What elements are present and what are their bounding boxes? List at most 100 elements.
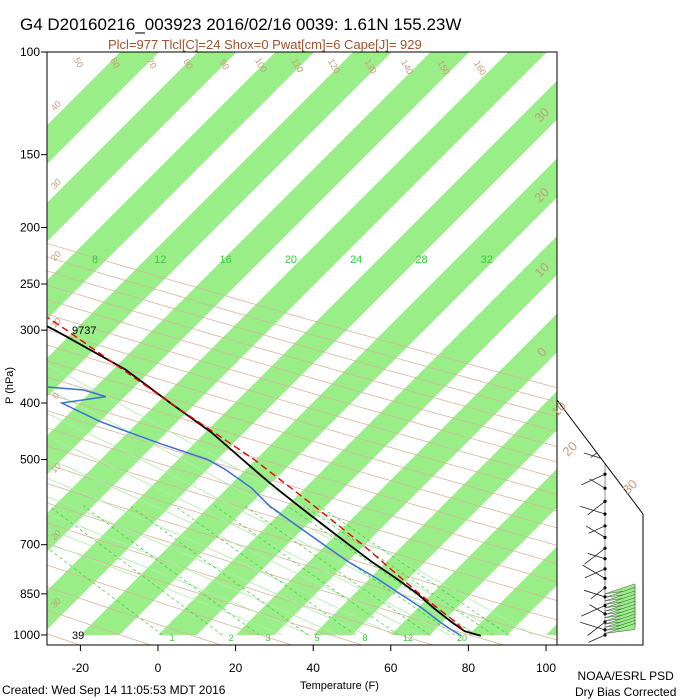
moist-adiabat — [47, 496, 367, 636]
plot-frame — [41, 51, 644, 651]
dry-adiabat-label: 70 — [145, 57, 159, 71]
wind-barb — [580, 621, 606, 631]
mixing-ratio-line — [174, 505, 356, 636]
isotherm-label: 20 — [559, 438, 580, 459]
credit-block: NOAA/ESRL PSD Dry Bias Corrected — [575, 668, 676, 700]
dry-adiabat — [47, 376, 557, 529]
x-tick-label: 40 — [307, 661, 321, 675]
dry-adiabat — [47, 284, 557, 432]
y-tick-label: 850 — [20, 587, 40, 601]
mixing-ratio-label-lower: 3 — [265, 633, 270, 643]
y-tick-label: 700 — [20, 538, 40, 552]
wind-barb — [587, 501, 606, 516]
y-tick-label: 300 — [20, 323, 40, 337]
wind-barb-flag — [604, 600, 636, 612]
height-label: 9737 — [72, 325, 96, 337]
wind-barb-dot — [603, 385, 607, 389]
chart-subtitle: Plcl=977 Tlcl[C]=24 Shox=0 Pwat[cm]=6 Ca… — [108, 37, 422, 52]
dry-adiabat-label: 90 — [218, 58, 232, 72]
temperature-line — [47, 325, 482, 637]
wind-barb-dot — [603, 306, 607, 310]
mixing-ratio-label: 32 — [481, 254, 493, 266]
mixing-ratio-line — [318, 505, 510, 636]
moist-adiabat — [47, 412, 478, 636]
isotherm-band — [47, 80, 557, 630]
mixing-ratio-label-lower: 20 — [457, 633, 467, 643]
chart-title: G4 D20160216_003923 2016/02/16 0039: 1.6… — [20, 15, 462, 34]
dry-adiabat — [0, 52, 16, 647]
wind-barb-flag — [604, 597, 636, 608]
y-tick-label: 150 — [20, 148, 40, 162]
y-tick-label: 200 — [20, 221, 40, 235]
x-axis-label: Temperature (F) — [300, 680, 379, 692]
y-tick-label: 1000 — [13, 628, 40, 642]
y-tick-label: 500 — [20, 452, 40, 466]
moist-adiabat — [47, 477, 395, 636]
dry-adiabat — [47, 502, 505, 645]
dry-adiabat — [47, 410, 557, 564]
mixing-ratio-label: 28 — [415, 254, 427, 266]
wind-barb — [587, 397, 606, 404]
dry-adiabat — [47, 586, 223, 645]
wind-barb-flag — [604, 607, 636, 618]
mixing-ratio-label-lower: 12 — [403, 633, 413, 643]
wind-barb-dot — [603, 328, 607, 332]
dry-adiabat — [47, 393, 557, 546]
isotherm-band — [47, 52, 237, 242]
wind-barb — [583, 452, 606, 460]
wind-barb-flag — [604, 623, 636, 634]
x-tick-label: 20 — [229, 661, 243, 675]
wind-barb — [589, 274, 606, 285]
wind-barb — [588, 525, 606, 534]
wind-barb-dot — [603, 225, 607, 230]
isotherm-band — [313, 391, 557, 635]
barb-panel-border — [556, 399, 644, 646]
moist-adiabat — [47, 435, 450, 636]
wind-barb — [580, 322, 606, 331]
wind-barb-dot — [603, 401, 607, 405]
dry-adiabat — [47, 463, 557, 621]
wind-barb — [585, 357, 606, 370]
wind-barb — [585, 525, 606, 538]
wind-barb — [587, 553, 606, 560]
plot-border — [46, 51, 558, 646]
wind-barb — [583, 589, 606, 598]
wind-barb-dot — [603, 52, 607, 54]
wind-barb-dot — [603, 431, 607, 435]
height-label: 39 — [72, 630, 84, 642]
y-tick-label: 100 — [20, 45, 40, 59]
dry-adiabat — [47, 543, 364, 645]
moist-adiabat — [47, 457, 422, 636]
moist-adiabat — [47, 528, 311, 636]
wind-barb-flag — [604, 604, 636, 615]
dry-adiabat — [47, 445, 557, 601]
isotherm-band — [158, 236, 557, 635]
isotherm-band — [624, 0, 700, 635]
mixing-ratio-label: 20 — [285, 254, 297, 266]
dry-adiabat-label: 50 — [72, 56, 86, 70]
mixing-ratio-line — [129, 505, 309, 636]
wind-barb-dot — [603, 255, 607, 259]
mixing-ratio-label: 8 — [92, 254, 98, 266]
wind-barb — [584, 568, 606, 579]
mixing-ratio-label-lower: 8 — [362, 633, 367, 643]
x-tick-label: 80 — [462, 661, 476, 675]
left-edge-label: 0 — [51, 391, 62, 402]
mixing-ratio-label-lower: 5 — [314, 633, 319, 643]
x-tick-label: -20 — [72, 661, 90, 675]
isotherm-band — [235, 313, 557, 635]
wind-barb — [582, 419, 606, 434]
y-tick-label: 400 — [20, 396, 40, 410]
wind-barb-dot — [603, 106, 607, 111]
wind-barb — [583, 220, 606, 228]
isotherm-band — [47, 52, 159, 164]
x-tick-label: 0 — [155, 661, 162, 675]
moist-adiabat — [47, 542, 283, 636]
wind-barb-dot — [603, 282, 607, 286]
left-edge-label: 40 — [49, 99, 63, 113]
isotherm-band — [468, 546, 557, 635]
x-tick-label: 60 — [384, 661, 398, 675]
mixing-ratio-label: 12 — [154, 254, 166, 266]
wind-barb — [581, 605, 606, 617]
